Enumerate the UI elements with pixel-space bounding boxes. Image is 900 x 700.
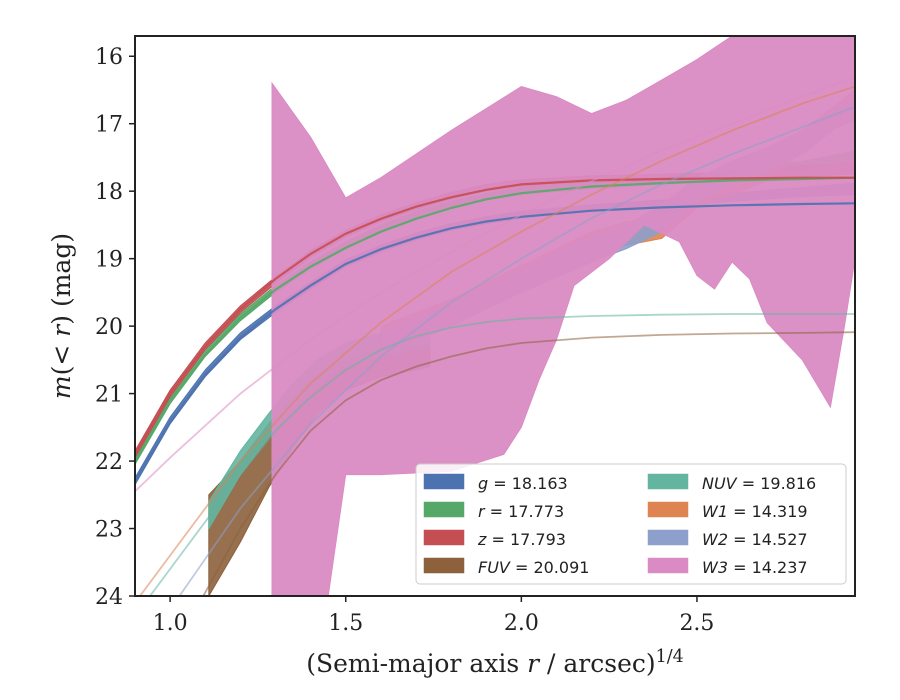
model-line-w1: [138, 85, 855, 596]
model-line-w3: [135, 75, 855, 493]
models-layer: [135, 75, 855, 596]
bands-layer: [135, 36, 855, 596]
y-tick-label: 21: [95, 383, 123, 408]
model-line-z: [135, 176, 855, 455]
legend-box: [415, 463, 847, 585]
model-line-g: [135, 202, 855, 482]
legend-label-w1: W1 = 14.319: [702, 502, 808, 521]
legend-swatch-nuv: [647, 473, 689, 490]
y-tick-label: 20: [95, 315, 123, 340]
ticks-layer: 1.0 1.5 2.0 2.5 16 17 18 19 20 21 22 23 24: [95, 45, 714, 636]
y-tick-label: 18: [95, 180, 123, 205]
legend-label-nuv: NUV = 19.816: [702, 474, 816, 493]
y-tick-label: 16: [95, 45, 123, 70]
legend: g = 18.163 r = 17.773 z = 17.793 FUV = 20.0…: [415, 463, 847, 585]
x-tick-label: 1.0: [153, 611, 188, 636]
legend-label-r: r = 17.773: [478, 502, 564, 521]
legend-swatch-w1: [647, 501, 689, 518]
model-line-w2: [178, 105, 855, 596]
y-tick-label: 19: [95, 248, 123, 273]
legend-swatch-w2: [647, 529, 689, 546]
y-tick-label: 22: [95, 450, 123, 475]
x-tick-label: 2.5: [679, 611, 714, 636]
model-line-nuv: [148, 313, 855, 596]
y-axis-title: m(< r) (mag): [47, 233, 76, 399]
legend-label-w3: W3 = 14.237: [702, 558, 808, 577]
legend-label-g: g = 18.163: [478, 474, 568, 493]
legend-label-z: z = 17.793: [477, 530, 566, 549]
legend-label-fuv: FUV = 20.091: [478, 558, 589, 577]
model-line-fuv: [202, 331, 855, 596]
legend-swatch-fuv: [423, 557, 465, 574]
x-axis-title: (Semi-major axis r / arcsec)1/4: [306, 647, 684, 678]
legend-swatch-g: [423, 473, 465, 490]
legend-swatch-w3: [647, 557, 689, 574]
legend-label-w2: W2 = 14.527: [702, 530, 808, 549]
plot-frame: [134, 35, 856, 597]
model-line-r: [135, 176, 855, 462]
legend-swatch-z: [423, 529, 465, 546]
y-tick-label: 17: [95, 113, 123, 138]
y-tick-label: 23: [95, 518, 123, 543]
x-tick-label: 1.5: [328, 611, 363, 636]
y-tick-label: 24: [95, 585, 123, 610]
x-tick-label: 2.0: [504, 611, 539, 636]
legend-swatch-r: [423, 501, 465, 518]
band-w3: [271, 36, 855, 596]
